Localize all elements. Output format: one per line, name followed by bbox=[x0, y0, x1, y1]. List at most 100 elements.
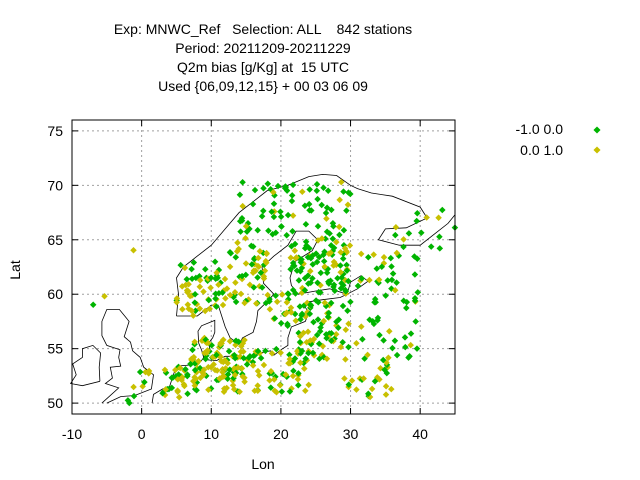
station-point-636 bbox=[388, 385, 395, 393]
station-point-443 bbox=[282, 371, 290, 378]
station-point-186 bbox=[254, 227, 261, 234]
station-point-501 bbox=[315, 299, 322, 306]
station-point-163 bbox=[277, 213, 285, 220]
station-point-181 bbox=[282, 183, 289, 190]
legend-marker-2 bbox=[593, 146, 601, 154]
chart-title: Exp: MNWC_Ref Selection: ALL 842 station… bbox=[0, 20, 526, 96]
station-point-183 bbox=[336, 196, 343, 204]
station-point-160 bbox=[324, 187, 332, 195]
station-point-429 bbox=[294, 376, 302, 383]
station-point-611 bbox=[380, 337, 387, 344]
station-point-577 bbox=[411, 295, 419, 302]
legend-label-2: 0.0 1.0 bbox=[520, 142, 563, 158]
station-point-669 bbox=[162, 386, 169, 393]
station-point-604 bbox=[380, 253, 388, 261]
station-point-445 bbox=[260, 361, 268, 369]
station-point-275 bbox=[309, 275, 316, 282]
station-point-162 bbox=[340, 227, 348, 234]
station-point-74 bbox=[234, 239, 241, 247]
station-point-188 bbox=[314, 222, 322, 230]
station-point-135 bbox=[323, 215, 330, 222]
station-point-504 bbox=[309, 349, 317, 357]
station-point-49 bbox=[207, 284, 214, 292]
station-point-73 bbox=[237, 290, 245, 298]
station-point-543 bbox=[344, 307, 351, 314]
station-point-551 bbox=[342, 326, 350, 334]
station-point-475 bbox=[302, 355, 309, 362]
x-tick-label-5: 40 bbox=[412, 426, 428, 442]
x-tick-label-3: 20 bbox=[273, 426, 289, 442]
station-point-193 bbox=[328, 206, 335, 214]
station-point-610 bbox=[400, 297, 407, 305]
station-point-208 bbox=[293, 254, 300, 261]
station-point-529 bbox=[332, 331, 340, 338]
station-point-270 bbox=[337, 268, 344, 276]
station-point-152 bbox=[335, 223, 343, 231]
station-point-97 bbox=[263, 249, 270, 257]
station-point-455 bbox=[286, 351, 293, 358]
station-point-86 bbox=[256, 248, 264, 255]
station-point-266 bbox=[291, 247, 299, 255]
station-point-639 bbox=[353, 386, 360, 393]
station-point-187 bbox=[274, 182, 282, 190]
station-point-103 bbox=[232, 298, 240, 306]
station-point-521 bbox=[307, 302, 315, 309]
station-point-144 bbox=[343, 207, 350, 214]
station-point-567 bbox=[343, 267, 351, 274]
title-line-4: Used {06,09,12,15} + 00 03 06 09 bbox=[158, 78, 368, 94]
station-point-524 bbox=[298, 347, 306, 355]
station-point-1 bbox=[221, 275, 229, 283]
station-point-166 bbox=[329, 235, 337, 242]
station-point-717 bbox=[89, 301, 97, 308]
y-tick-label-4: 70 bbox=[47, 177, 63, 193]
station-point-34 bbox=[177, 261, 184, 269]
station-point-169 bbox=[344, 201, 352, 209]
station-point-485 bbox=[310, 318, 317, 326]
station-point-547 bbox=[337, 262, 344, 269]
station-point-548 bbox=[370, 251, 377, 258]
station-point-379 bbox=[204, 339, 212, 347]
station-point-666 bbox=[174, 388, 181, 396]
station-point-430 bbox=[251, 387, 258, 395]
station-point-582 bbox=[337, 248, 344, 256]
station-point-312 bbox=[240, 354, 247, 362]
station-point-112 bbox=[226, 291, 234, 299]
axis-ticks: -10 0 10 20 30 40 50 55 60 65 70 75 bbox=[47, 120, 455, 442]
station-point-60 bbox=[232, 254, 240, 261]
station-point-40 bbox=[202, 265, 209, 273]
station-point-39 bbox=[213, 269, 220, 277]
station-point-600 bbox=[386, 327, 393, 335]
station-point-573 bbox=[345, 343, 352, 351]
station-point-593 bbox=[382, 292, 389, 299]
station-point-247 bbox=[342, 286, 349, 294]
station-point-218 bbox=[307, 267, 314, 275]
station-point-111 bbox=[241, 299, 248, 307]
station-point-511 bbox=[307, 337, 314, 344]
station-point-688 bbox=[271, 315, 279, 322]
station-point-138 bbox=[288, 197, 296, 205]
station-point-191 bbox=[264, 180, 272, 187]
station-point-398 bbox=[236, 388, 243, 396]
title-line-3: Q2m bias [g/Kg] at 15 UTC bbox=[177, 59, 349, 75]
station-point-676 bbox=[273, 298, 281, 306]
station-point-585 bbox=[347, 298, 354, 306]
station-point-612 bbox=[345, 320, 352, 328]
station-point-712 bbox=[145, 370, 152, 377]
station-point-150 bbox=[251, 186, 259, 194]
title-line-2: Period: 20211209-20211229 bbox=[175, 40, 351, 56]
station-point-513 bbox=[294, 348, 301, 355]
station-point-541 bbox=[391, 337, 399, 344]
station-point-474 bbox=[306, 310, 314, 318]
station-point-96 bbox=[254, 274, 261, 281]
station-point-576 bbox=[385, 354, 392, 361]
station-point-5 bbox=[184, 301, 192, 308]
station-point-701 bbox=[423, 214, 430, 221]
station-point-110 bbox=[249, 269, 257, 276]
station-point-679 bbox=[287, 309, 295, 316]
station-point-58 bbox=[190, 259, 198, 266]
station-point-421 bbox=[297, 359, 304, 367]
station-point-272 bbox=[293, 267, 301, 274]
station-point-271 bbox=[309, 261, 317, 268]
station-point-575 bbox=[407, 341, 414, 349]
station-point-174 bbox=[306, 206, 313, 214]
